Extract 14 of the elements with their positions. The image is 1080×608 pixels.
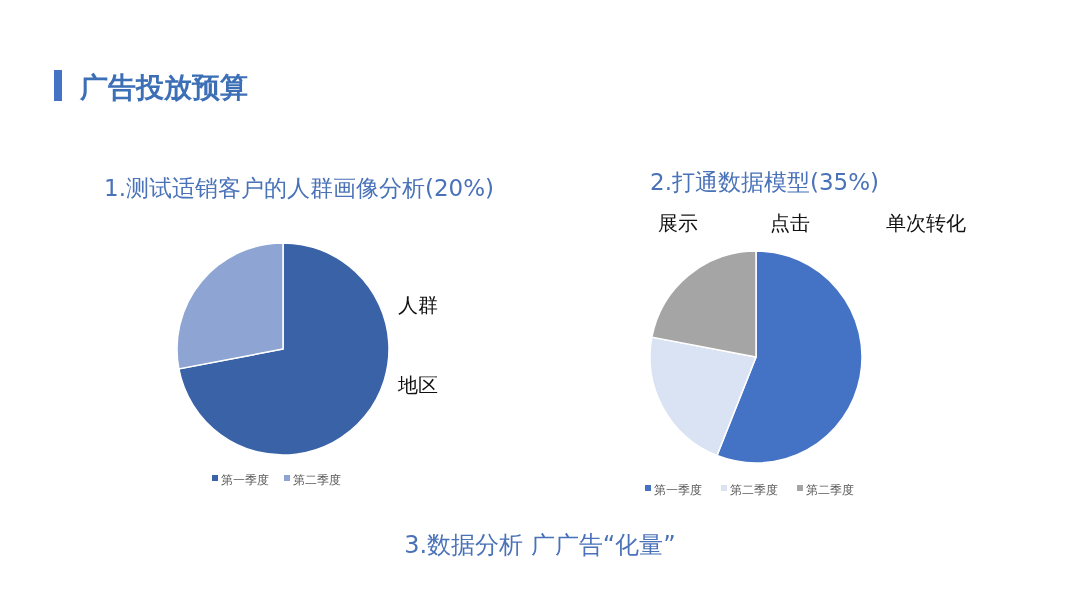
text: 展示	[658, 211, 698, 235]
legend-label: 第二季度	[293, 473, 341, 487]
legend-label: 第二季度	[806, 483, 854, 497]
text: 人群	[398, 293, 438, 317]
text: 单次转化	[886, 211, 966, 235]
legend-label: 第一季度	[654, 483, 702, 497]
text: 3.数据分析 广广告“化量”	[404, 531, 676, 559]
chart-title: 1.测试适销客户的人群画像分析(20%)	[104, 175, 495, 201]
legend-label: 第一季度	[221, 473, 269, 487]
text: 广告投放预算	[79, 71, 248, 104]
legend-label: 第二季度	[730, 483, 778, 497]
text: 点击	[770, 211, 810, 235]
text: 地区	[397, 373, 438, 397]
chart-title: 2.打通数据模型(35%)	[650, 169, 880, 195]
